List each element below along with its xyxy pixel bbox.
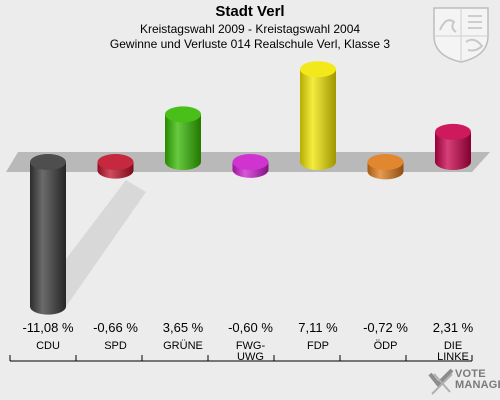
category-label: GRÜNE bbox=[163, 340, 203, 352]
watermark-line2: MANAGER bbox=[455, 379, 500, 391]
category-label: CDU bbox=[36, 340, 60, 352]
bar-bottom-cap bbox=[300, 154, 336, 170]
bar-bottom-cap bbox=[165, 154, 201, 170]
category-label: ÖDP bbox=[374, 340, 398, 352]
bar-top-cap bbox=[30, 154, 66, 170]
bar-bottom-cap bbox=[30, 298, 66, 315]
bar-body bbox=[300, 69, 336, 162]
category-label: SPD bbox=[104, 340, 127, 352]
bar-body bbox=[30, 162, 66, 307]
value-label: -0,66 % bbox=[93, 320, 138, 335]
bar-0 bbox=[30, 154, 66, 315]
bar-3 bbox=[232, 154, 269, 178]
watermark-text: VOTE MANAGER bbox=[455, 369, 500, 391]
bar-top-cap bbox=[97, 154, 134, 170]
bar-2 bbox=[165, 106, 201, 170]
value-label: -0,72 % bbox=[363, 320, 408, 335]
vote-manager-logo-icon bbox=[428, 368, 454, 395]
category-label: DIE LINKE bbox=[437, 340, 469, 363]
bar-bottom-cap bbox=[435, 154, 471, 170]
chart-subtitle-1: Kreistagswahl 2009 - Kreistagswahl 2004 bbox=[139, 22, 361, 36]
bar-top-cap bbox=[367, 154, 404, 170]
bar-1 bbox=[97, 154, 134, 179]
value-label: -11,08 % bbox=[22, 320, 74, 335]
category-label: FDP bbox=[307, 340, 329, 352]
value-label: 2,31 % bbox=[433, 320, 474, 335]
category-axis: CDU SPD GRÜNE FWG-UWG FDP ÖDP DIE LINKE bbox=[9, 340, 473, 363]
value-label: 7,11 % bbox=[298, 320, 338, 335]
bar-top-cap bbox=[165, 106, 201, 123]
value-label: 3,65 % bbox=[163, 320, 204, 335]
bar-5 bbox=[367, 154, 404, 180]
watermark-line1: VOTE bbox=[455, 368, 486, 380]
chart-title: Stadt Verl bbox=[215, 3, 285, 20]
bar-top-cap bbox=[435, 123, 471, 140]
category-label: FWG-UWG bbox=[236, 340, 266, 363]
bar-4 bbox=[300, 61, 336, 170]
bar-top-cap bbox=[232, 154, 269, 170]
bar-top-cap bbox=[300, 61, 336, 78]
bars bbox=[30, 61, 471, 315]
coat-of-arms-icon bbox=[433, 7, 489, 63]
value-labels: -11,08 % -0,66 % 3,65 % -0,60 % 7,11 % -0,72 … bbox=[22, 320, 473, 335]
value-label: -0,60 % bbox=[228, 320, 273, 335]
chart-subtitle-2: Gewinne und Verluste 014 Realschule Verl… bbox=[109, 37, 391, 51]
bar-6 bbox=[435, 123, 471, 170]
